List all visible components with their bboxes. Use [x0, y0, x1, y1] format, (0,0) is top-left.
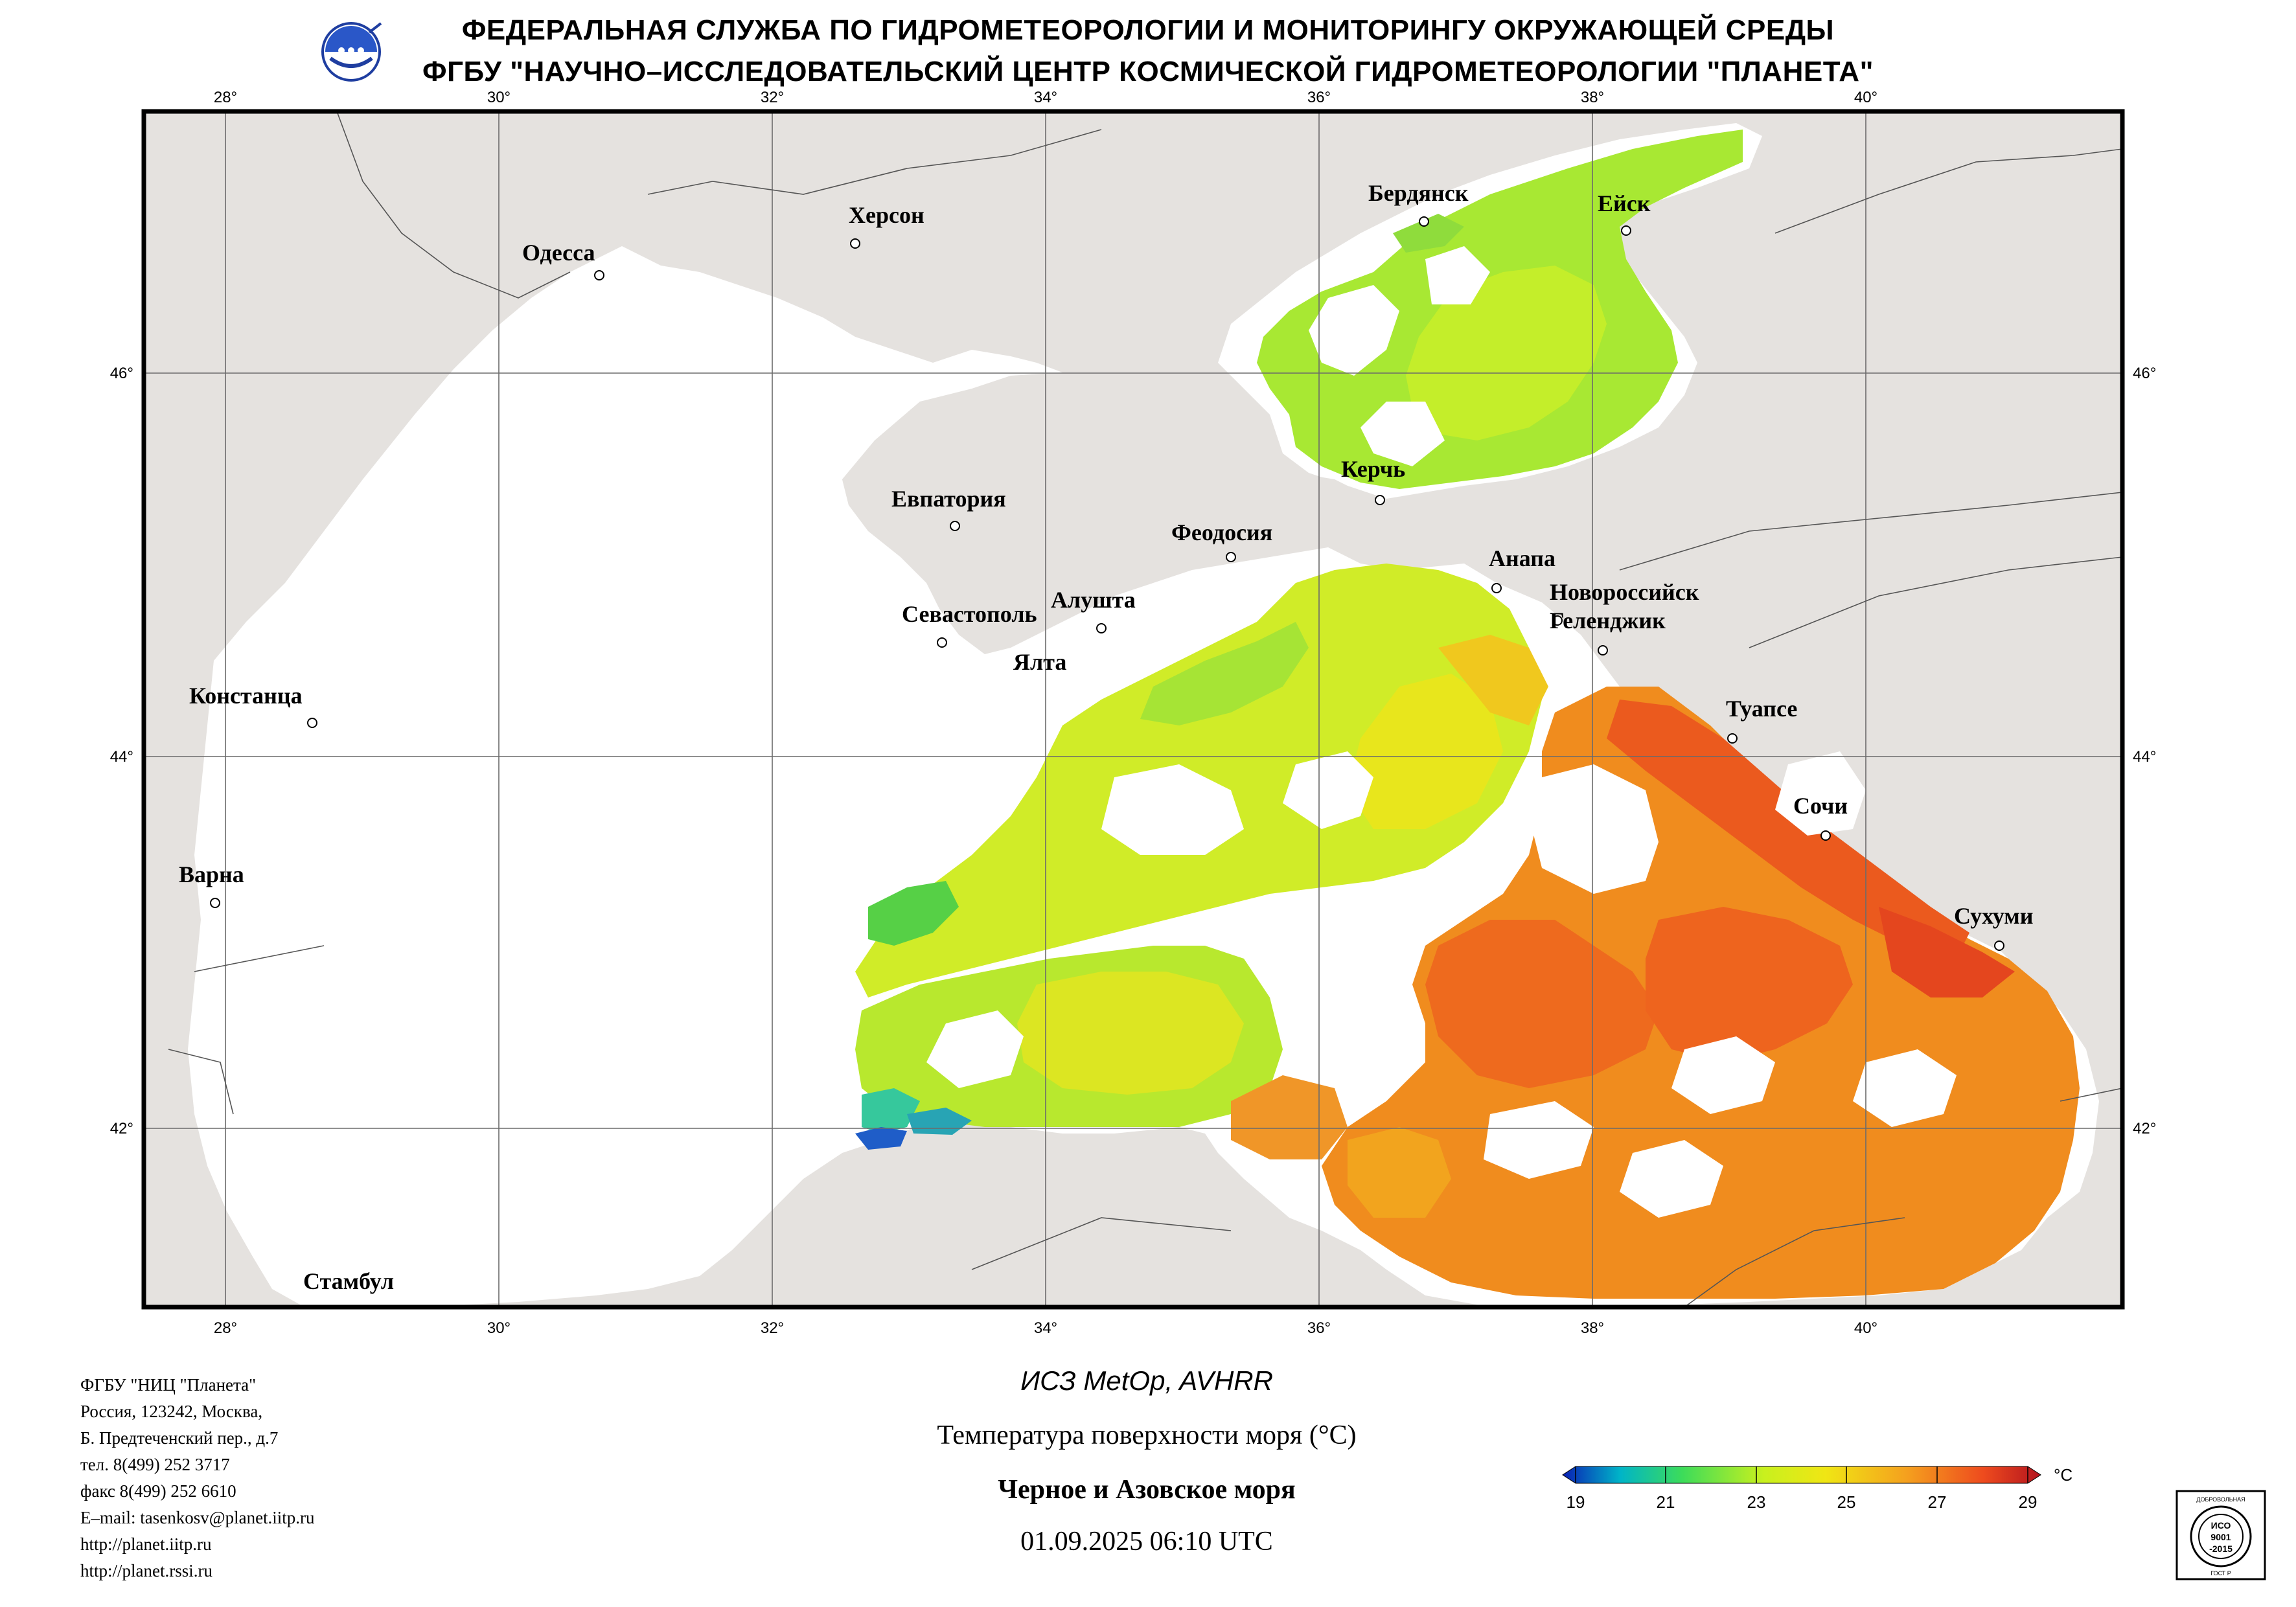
website-link-1[interactable]: http://planet.iitp.ru: [80, 1534, 212, 1554]
sst-black-sea-east: [1231, 687, 2080, 1299]
city-label-istanbul: Стамбул: [303, 1268, 394, 1294]
email[interactable]: E–mail: tasenkosv@planet.iitp.ru: [80, 1508, 315, 1527]
city-label-sevastopol: Севастополь: [902, 601, 1037, 627]
lon-label-bottom: 30°: [487, 1319, 511, 1337]
datetime-caption: 01.09.2025 06:10 UTC: [1020, 1527, 1273, 1556]
sst-azov: [1257, 130, 1743, 489]
city-label-varna: Варна: [179, 861, 244, 887]
phone: тел. 8(499) 252 3717: [80, 1455, 230, 1474]
lon-label-top: 36°: [1307, 89, 1331, 106]
lon-label-bottom: 28°: [214, 1319, 237, 1337]
city-label-sukhumi: Сухуми: [1954, 903, 2034, 929]
borders: [168, 111, 2122, 1307]
org-name: ФГБУ "НИЦ "Планета": [80, 1375, 257, 1395]
city-label-feodosia: Феодосия: [1171, 519, 1272, 545]
colorbar-tick-label: 23: [1747, 1492, 1766, 1512]
lon-label-top: 30°: [487, 89, 511, 106]
lat-label-left: 46°: [110, 365, 133, 382]
colorbar-tick-label: 19: [1567, 1492, 1585, 1512]
svg-text:ГОСТ Р: ГОСТ Р: [2210, 1570, 2231, 1577]
lat-label-left: 44°: [110, 748, 133, 766]
city-label-novorossiysk: Новороссийск: [1550, 579, 1699, 605]
contact-block: ФГБУ "НИЦ "Планета" Россия, 123242, Моск…: [80, 1372, 315, 1584]
city-label-konstanta: Констанца: [189, 683, 303, 709]
parameter-caption: Температура поверхности моря (°C): [937, 1420, 1357, 1450]
sst-black-sea-central: [855, 564, 1548, 997]
colorbar-tick-label: 27: [1928, 1492, 1947, 1512]
colorbar-unit: °C: [2054, 1465, 2072, 1485]
iso-certification-badge: ДОБРОВОЛЬНАЯ ИСО 9001 -2015 ГОСТ Р: [2175, 1490, 2266, 1580]
lat-label-left: 42°: [110, 1120, 133, 1137]
city-label-gelendzhik: Геленджик: [1550, 608, 1666, 633]
address-line-2: Б. Предтеченский пер., д.7: [80, 1428, 279, 1448]
lon-label-bottom: 32°: [761, 1319, 784, 1337]
lat-label-right: 46°: [2133, 365, 2156, 382]
city-label-tuapse: Туапсе: [1726, 696, 1797, 722]
colorbar: 19 21 23 25 27 29 °C: [1562, 1465, 2072, 1512]
city-label-kherson: Херсон: [849, 202, 924, 228]
lat-label-right: 44°: [2133, 748, 2156, 766]
map-frame: [141, 109, 2125, 1310]
lon-label-top: 38°: [1581, 89, 1604, 106]
fax: факс 8(499) 252 6610: [80, 1481, 236, 1501]
lat-tick-labels: 46° 44° 42° 46° 44° 42°: [110, 365, 2157, 1137]
lon-label-bottom: 36°: [1307, 1319, 1331, 1337]
lon-label-top: 32°: [761, 89, 784, 106]
sst-black-sea-west: [855, 881, 1283, 1150]
city-label-anapa: Анапа: [1489, 545, 1556, 571]
colorbar-gradient: [1562, 1466, 2041, 1484]
header-title-1: ФЕДЕРАЛЬНАЯ СЛУЖБА ПО ГИДРОМЕТЕОРОЛОГИИ …: [461, 14, 1835, 46]
satellite-caption: ИСЗ MetOp, AVHRR: [1020, 1365, 1273, 1396]
city-label-kerch: Керчь: [1341, 456, 1405, 482]
region-caption: Черное и Азовское моря: [998, 1475, 1296, 1505]
city-label-evpatoria: Евпатория: [891, 486, 1006, 512]
lon-label-top: 40°: [1854, 89, 1877, 106]
colorbar-tick-label: 25: [1837, 1492, 1856, 1512]
colorbar-tick-label: 29: [2019, 1492, 2038, 1512]
header-title-2: ФГБУ "НАУЧНО–ИССЛЕДОВАТЕЛЬСКИЙ ЦЕНТР КОС…: [422, 56, 1874, 87]
address-line-1: Россия, 123242, Москва,: [80, 1402, 263, 1421]
planeta-logo: [321, 22, 382, 82]
graticule: [144, 111, 2122, 1307]
lon-label-top: 28°: [214, 89, 237, 106]
sst-map: 28° 30° 32° 34° 36° 38° 40° 28° 30° 32° …: [110, 89, 2157, 1337]
lat-label-right: 42°: [2133, 1120, 2156, 1137]
city-label-yalta: Ялта: [1013, 649, 1066, 675]
city-label-yeysk: Ейск: [1598, 190, 1651, 216]
crimea-land: [842, 372, 1386, 654]
svg-text:ДОБРОВОЛЬНАЯ: ДОБРОВОЛЬНАЯ: [2196, 1496, 2245, 1503]
lon-label-bottom: 38°: [1581, 1319, 1604, 1337]
svg-text:ИСО: ИСО: [2211, 1520, 2231, 1531]
lon-tick-labels: 28° 30° 32° 34° 36° 38° 40° 28° 30° 32° …: [214, 89, 1877, 1337]
colorbar-ticks: [1575, 1466, 2028, 1483]
lon-label-bottom: 34°: [1034, 1319, 1057, 1337]
city-labels: Одесса Херсон Бердянск Ейск Керчь Евпато…: [179, 180, 2034, 1294]
lon-label-top: 34°: [1034, 89, 1057, 106]
city-label-berdyansk: Бердянск: [1368, 180, 1469, 206]
city-markers: [210, 216, 2004, 951]
website-link-2[interactable]: http://planet.rssi.ru: [80, 1561, 212, 1580]
svg-text:-2015: -2015: [2209, 1544, 2233, 1554]
lon-label-bottom: 40°: [1854, 1319, 1877, 1337]
city-label-odessa: Одесса: [522, 240, 595, 266]
city-label-sochi: Сочи: [1793, 793, 1848, 819]
svg-text:9001: 9001: [2210, 1532, 2231, 1542]
colorbar-tick-label: 21: [1657, 1492, 1675, 1512]
city-label-alushta: Алушта: [1051, 587, 1136, 613]
